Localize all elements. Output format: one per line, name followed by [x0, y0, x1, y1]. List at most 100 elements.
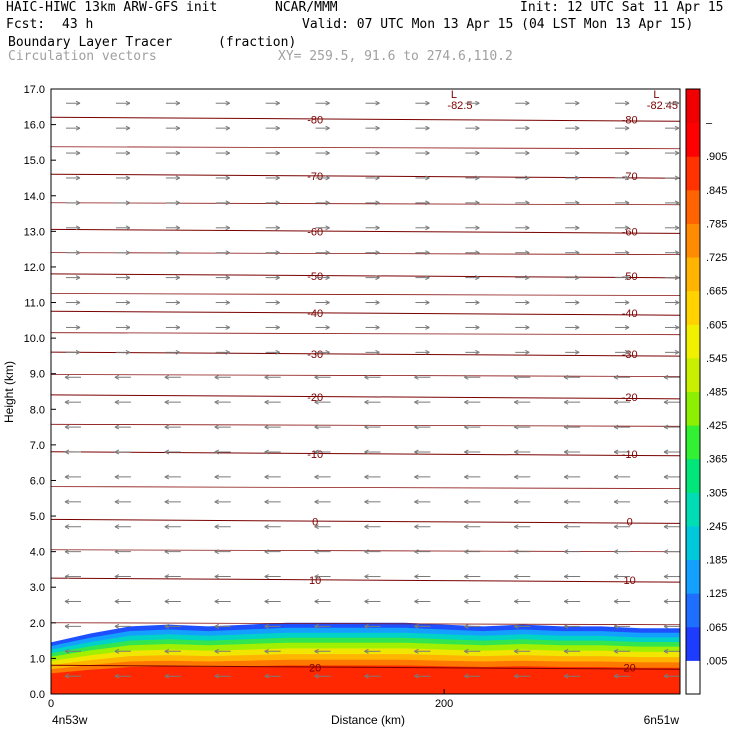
contour-label: -50 [622, 271, 638, 283]
vector-head [464, 374, 469, 380]
vector-head [114, 499, 120, 505]
y-tick-label: 1.0 [30, 653, 45, 665]
colorbar-swatch [686, 391, 700, 426]
vector-head [414, 648, 419, 654]
vector-head [375, 349, 380, 355]
vector-head [514, 648, 519, 654]
init-time: Init: 12 UTC Sat 11 Apr 15 [520, 0, 724, 15]
y-tick-label: 3.0 [30, 582, 45, 594]
contour-label: -50 [307, 271, 323, 283]
vector-head [514, 474, 519, 480]
vector-head [175, 324, 181, 330]
vector-head [264, 673, 269, 679]
contour-label: -70 [307, 171, 323, 183]
vector-head [325, 300, 330, 305]
temperature-contour [50, 310, 681, 316]
colorbar-swatch [686, 626, 700, 661]
vector-head [674, 275, 680, 281]
vector-head [214, 673, 219, 679]
temperature-contour-minor [50, 423, 681, 427]
colorbar-swatch [686, 156, 700, 191]
colorbar-label: .485 [706, 387, 727, 399]
vector-head [114, 399, 120, 405]
vector-head [663, 623, 669, 629]
vector-head [663, 673, 669, 679]
section-end-label: 6n51w [644, 713, 680, 727]
vector-head [214, 474, 219, 480]
vector-description: Circulation vectors [8, 49, 157, 64]
vector-head [574, 250, 580, 256]
colorbar-swatch [686, 492, 700, 527]
y-tick-label: 16.0 [24, 120, 45, 132]
colorbar-frame [685, 88, 701, 695]
vector-head [475, 150, 480, 156]
vector-head [175, 250, 181, 256]
vector-head [464, 574, 469, 580]
plot-frame [50, 88, 681, 695]
y-axis-label: Height (km) [2, 361, 16, 423]
vector-head [75, 175, 81, 181]
vector-head [214, 599, 219, 604]
y-tick-label: 9.0 [30, 369, 45, 381]
vector-head [75, 300, 81, 305]
vector-head [674, 349, 680, 355]
y-tick-label: 7.0 [30, 440, 45, 452]
vector-head [164, 449, 170, 455]
vector-head [64, 424, 70, 430]
vector-head [414, 399, 419, 405]
contour-label: -80 [307, 114, 323, 126]
colorbar-swatch [686, 324, 700, 359]
vector-head [375, 175, 380, 181]
vector-head [574, 100, 580, 106]
colorbar-label: .425 [706, 420, 727, 432]
contour-label: -30 [622, 349, 638, 361]
vector-head [613, 574, 619, 580]
vector-head [214, 499, 219, 505]
vector-head [314, 599, 319, 604]
vector-head [264, 499, 269, 505]
vector-head [75, 150, 81, 156]
colorbar-label: .905 [706, 151, 727, 163]
valid-time: Valid: 07 UTC Mon 13 Apr 15 (04 LST Mon … [302, 17, 694, 32]
colorbar-swatch [686, 593, 700, 628]
temperature-contour [50, 451, 681, 457]
vector-head [275, 300, 280, 305]
vector-head [75, 349, 81, 355]
vector-head [164, 524, 170, 530]
vector-head [514, 623, 519, 629]
temperature-contour-minor [50, 146, 681, 150]
colorbar-label: .005 [706, 655, 727, 667]
vector-head [164, 648, 170, 654]
vector-head [663, 374, 669, 380]
vector-head [514, 399, 519, 405]
vector-head [364, 424, 369, 430]
vector-head [525, 324, 530, 330]
vector-head [613, 673, 619, 679]
vector-head [64, 673, 70, 679]
vector-head [214, 524, 219, 530]
vector-head [114, 374, 120, 380]
vector-head [414, 623, 419, 629]
vector-head [624, 300, 630, 305]
vector-head [164, 623, 170, 629]
vector-head [425, 275, 430, 281]
vector-head [164, 574, 170, 580]
contour-label: -20 [622, 392, 638, 404]
vector-head [114, 574, 120, 580]
vector-head [275, 150, 280, 156]
vector-head [164, 549, 170, 555]
vector-head [225, 349, 230, 355]
vector-head [125, 324, 131, 330]
temperature-contour [50, 577, 681, 583]
section-start-label: 4n53w [52, 713, 88, 727]
vector-head [663, 424, 669, 430]
vector-head [425, 150, 430, 156]
vector-head [414, 499, 419, 505]
vector-head [175, 300, 181, 305]
colorbar-swatch [686, 425, 700, 460]
temperature-contour-minor [50, 622, 681, 626]
vector-head [114, 599, 120, 604]
vector-head [225, 275, 230, 281]
vector-head [214, 399, 219, 405]
